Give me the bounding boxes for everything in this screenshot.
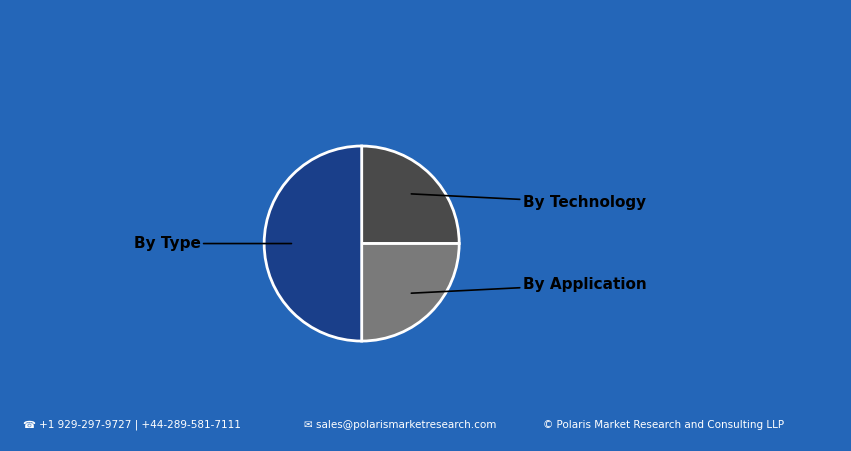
Wedge shape bbox=[362, 244, 460, 341]
Wedge shape bbox=[264, 146, 362, 341]
Text: © Polaris Market Research and Consulting LLP: © Polaris Market Research and Consulting… bbox=[543, 420, 785, 430]
Text: By Technology: By Technology bbox=[411, 194, 646, 210]
Text: By Application: By Application bbox=[411, 277, 646, 293]
Text: By Type: By Type bbox=[134, 236, 291, 251]
Wedge shape bbox=[362, 146, 460, 244]
Text: ☎ +1 929-297-9727 | +44-289-581-7111: ☎ +1 929-297-9727 | +44-289-581-7111 bbox=[23, 420, 241, 430]
Text: Field Programmable Gate Array Market By Segmentation: Field Programmable Gate Array Market By … bbox=[68, 38, 783, 59]
Text: ✉ sales@polarismarketresearch.com: ✉ sales@polarismarketresearch.com bbox=[304, 420, 496, 430]
